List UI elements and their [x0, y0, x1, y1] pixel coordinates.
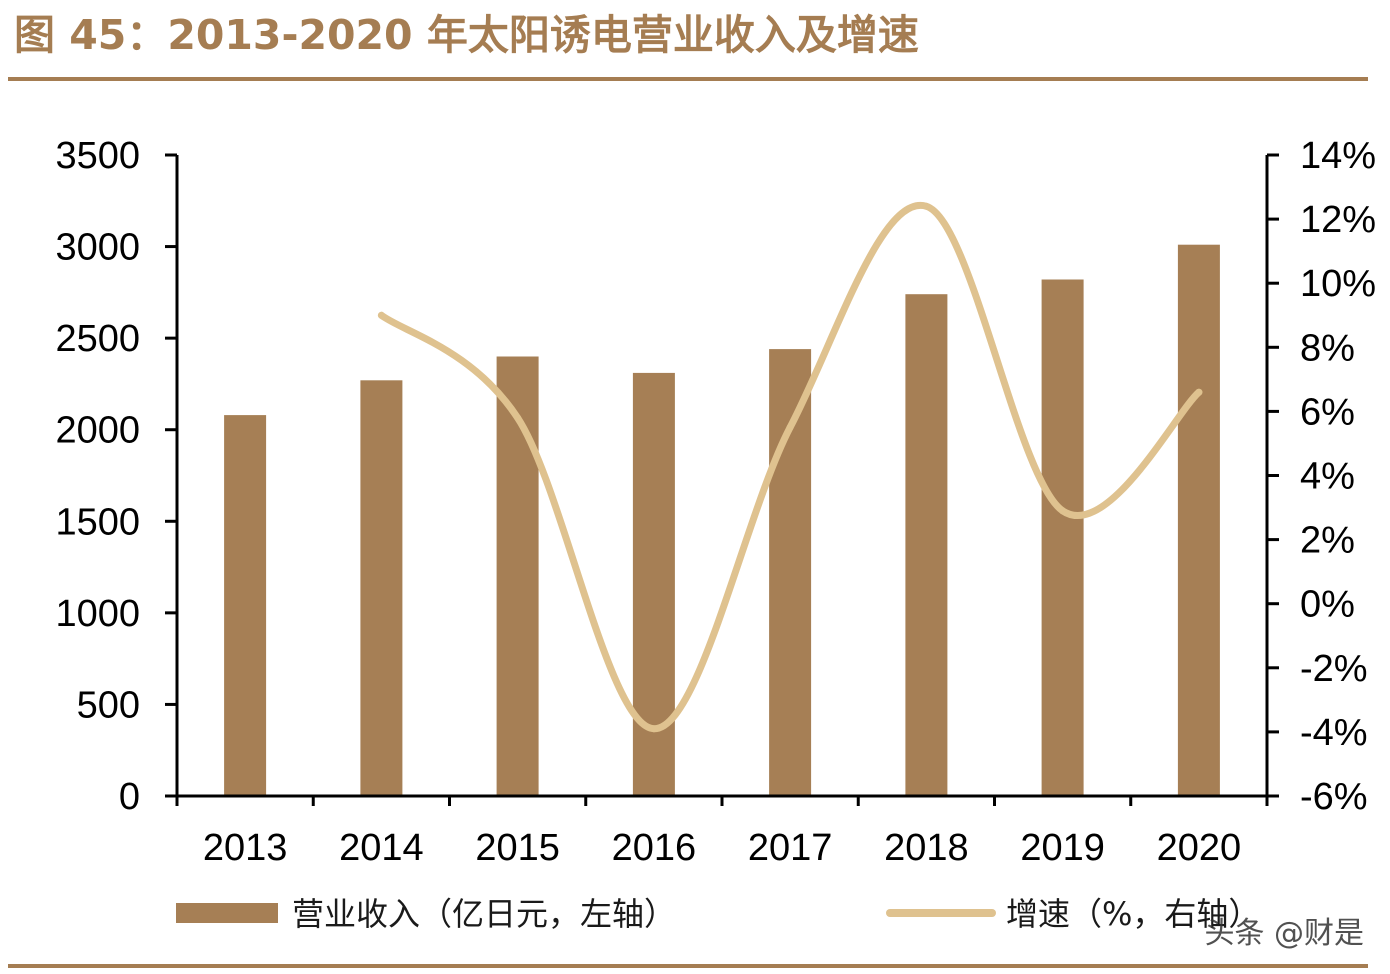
left-tick-label: 500	[77, 684, 140, 726]
bar-2015	[496, 356, 539, 796]
right-tick-label: 4%	[1300, 456, 1355, 498]
x-tick-label: 2016	[612, 827, 697, 869]
right-tick-label: 2%	[1300, 520, 1355, 562]
x-tick-label: 2020	[1157, 827, 1242, 869]
bar-2017	[769, 349, 812, 796]
right-axis-ticks: -6% -4% -2% 0% 2% 4% 6% 8% 10% 12% 14%	[1267, 135, 1376, 818]
x-tick-label: 2014	[339, 827, 424, 869]
bar-2014	[360, 380, 403, 796]
legend: 营业收入（亿日元，左轴） 增速（%，右轴）	[176, 895, 1260, 933]
x-tick-label: 2019	[1020, 827, 1105, 869]
left-tick-label: 1000	[55, 593, 140, 635]
growth-point-2017	[786, 423, 794, 431]
growth-point-2014	[377, 311, 385, 319]
bar-2019	[1041, 279, 1084, 796]
right-tick-label: -2%	[1300, 648, 1368, 690]
x-axis-ticks: 2013 2014 2015 2016 2017 2018 2019 2020	[175, 796, 1269, 869]
x-tick-label: 2018	[884, 827, 969, 869]
left-tick-label: 3500	[55, 135, 140, 177]
bar-2018	[905, 294, 948, 796]
growth-point-2019	[1059, 507, 1067, 515]
title-divider	[8, 77, 1368, 81]
watermark: 头条 @财是	[1204, 916, 1364, 951]
growth-point-2015	[514, 414, 522, 422]
figure-title: 图 45：2013-2020 年太阳诱电营业收入及增速	[14, 11, 919, 59]
right-tick-label: 8%	[1300, 327, 1355, 369]
left-tick-label: 1500	[55, 501, 140, 543]
right-tick-label: -4%	[1300, 712, 1368, 754]
bottom-divider	[8, 964, 1368, 968]
x-tick-label: 2015	[475, 827, 560, 869]
x-tick-label: 2013	[203, 827, 288, 869]
bar-series	[224, 244, 1220, 796]
growth-point-2018	[922, 202, 930, 210]
right-tick-label: 0%	[1300, 584, 1355, 626]
growth-point-2016	[650, 725, 658, 733]
right-tick-label: 10%	[1300, 263, 1376, 305]
legend-line-label: 增速（%，右轴）	[1006, 895, 1260, 933]
left-axis-ticks: 0 500 1000 1500 2000 2500 3000 3500	[55, 135, 177, 818]
left-tick-label: 2000	[55, 410, 140, 452]
right-tick-label: 12%	[1300, 199, 1376, 241]
right-tick-label: -6%	[1300, 776, 1368, 818]
left-tick-label: 2500	[55, 318, 140, 360]
right-tick-label: 14%	[1300, 135, 1376, 177]
left-tick-label: 3000	[55, 227, 140, 269]
line-series	[377, 201, 1203, 733]
bar-2016	[632, 372, 675, 796]
legend-bar-label: 营业收入（亿日元，左轴）	[292, 895, 676, 933]
growth-point-2020	[1195, 388, 1203, 396]
bar-2020	[1177, 244, 1220, 796]
axes	[175, 155, 1269, 798]
right-tick-label: 6%	[1300, 391, 1355, 433]
legend-bar-swatch	[176, 903, 278, 923]
x-tick-label: 2017	[748, 827, 833, 869]
left-tick-label: 0	[119, 776, 140, 818]
bar-2013	[224, 415, 267, 796]
